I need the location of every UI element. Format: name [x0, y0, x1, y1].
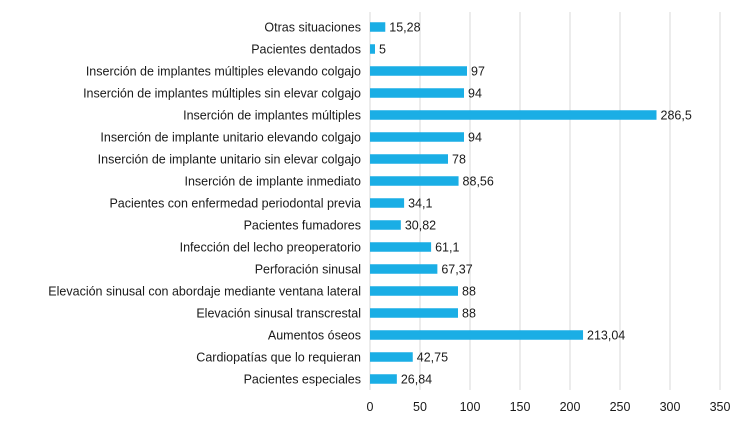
bar	[370, 110, 657, 120]
value-label: 97	[471, 65, 485, 79]
value-label: 30,82	[405, 219, 436, 233]
bar	[370, 132, 464, 142]
category-label: Perforación sinusal	[255, 263, 361, 277]
bar	[370, 330, 584, 340]
category-label: Pacientes con enfermedad periodontal pre…	[109, 197, 361, 211]
value-labels: 15,2859794286,5947888,5634,130,8261,167,…	[379, 21, 692, 387]
category-label: Inserción de implantes múltiples	[183, 109, 361, 123]
category-label: Inserción de implantes múltiples elevand…	[86, 65, 361, 79]
bar	[370, 308, 458, 318]
value-label: 94	[468, 87, 482, 101]
x-tick-label: 250	[610, 400, 631, 414]
category-label: Infección del lecho preoperatorio	[180, 241, 361, 255]
category-labels: Otras situaciones Pacientes dentados Inser…	[48, 21, 361, 387]
category-label: Inserción de implante unitario sin eleva…	[98, 153, 361, 167]
bar	[370, 242, 432, 252]
x-tick-label: 50	[413, 400, 427, 414]
bar	[370, 66, 467, 76]
bar	[370, 88, 464, 98]
value-label: 5	[379, 43, 386, 57]
value-label: 67,37	[441, 263, 472, 277]
value-label: 34,1	[408, 197, 432, 211]
bar	[370, 352, 413, 362]
value-label: 26,84	[401, 373, 432, 387]
bar	[370, 44, 375, 54]
value-label: 88	[462, 307, 476, 321]
category-label: Elevación sinusal con abordaje mediante …	[48, 285, 361, 299]
category-label: Inserción de implante unitario elevando …	[100, 131, 361, 145]
x-axis-ticks: 0 50 100 150 200 250 300 350	[367, 400, 731, 414]
bars	[370, 22, 657, 384]
value-label: 286,5	[661, 109, 692, 123]
category-label: Pacientes dentados	[251, 43, 361, 57]
bar	[370, 176, 459, 186]
x-tick-label: 0	[367, 400, 374, 414]
bar	[370, 198, 405, 208]
category-label: Inserción de implante inmediato	[185, 175, 362, 189]
x-tick-label: 150	[510, 400, 531, 414]
category-label: Pacientes especiales	[244, 373, 361, 387]
category-label: Aumentos óseos	[268, 329, 361, 343]
bar	[370, 220, 401, 230]
bar	[370, 22, 386, 32]
x-tick-label: 100	[460, 400, 481, 414]
value-label: 94	[468, 131, 482, 145]
bar	[370, 264, 438, 274]
category-label: Inserción de implantes múltiples sin ele…	[83, 87, 361, 101]
category-label: Pacientes fumadores	[244, 219, 361, 233]
x-tick-label: 200	[560, 400, 581, 414]
category-label: Elevación sinusal transcrestal	[196, 307, 361, 321]
x-tick-label: 350	[710, 400, 731, 414]
category-label: Otras situaciones	[264, 21, 361, 35]
x-tick-label: 300	[660, 400, 681, 414]
bar	[370, 286, 458, 296]
value-label: 15,28	[389, 21, 420, 35]
value-label: 88,56	[463, 175, 494, 189]
value-label: 213,04	[587, 329, 625, 343]
bar	[370, 154, 448, 164]
value-label: 78	[452, 153, 466, 167]
value-label: 88	[462, 285, 476, 299]
category-label: Cardiopatías que lo requieran	[196, 351, 361, 365]
value-label: 61,1	[435, 241, 459, 255]
value-label: 42,75	[417, 351, 448, 365]
bar	[370, 374, 397, 384]
